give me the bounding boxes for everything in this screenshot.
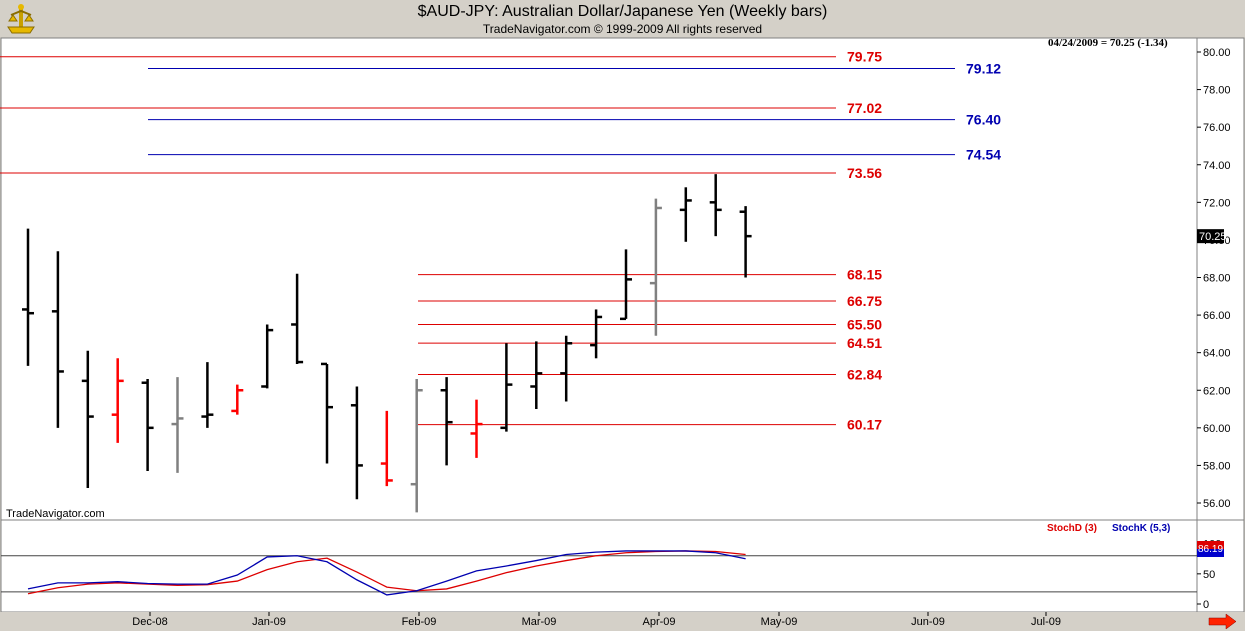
date-label: May-09 <box>761 616 798 628</box>
watermark-text: TradeNavigator.com <box>6 508 105 520</box>
level-label: 62.84 <box>847 366 882 382</box>
stoch-badge-box-d <box>1197 541 1224 549</box>
date-label: Jul-09 <box>1031 616 1061 628</box>
price-tick-label: 66.00 <box>1203 310 1231 322</box>
date-labels: Dec-08 Jan-09 Feb-09 Mar-09 Apr-09 May-09 Jun-… <box>132 612 1061 628</box>
price-tick-label: 58.00 <box>1203 460 1231 472</box>
last-price-badge-label: 70.25 <box>1199 231 1227 243</box>
stoch-tick-label: 50 <box>1203 569 1215 581</box>
price-tick-label: 64.00 <box>1203 348 1231 360</box>
price-tick-label: 56.00 <box>1203 498 1231 510</box>
price-tick-label: 78.00 <box>1203 85 1231 97</box>
level-label: 76.40 <box>966 112 1001 128</box>
level-label: 79.12 <box>966 61 1001 77</box>
ohlc-bars <box>22 174 752 513</box>
level-lines: 79.75 79.12 77.02 76.40 74.54 73.56 68.15 66.75… <box>0 49 1001 433</box>
price-axis <box>1196 37 1245 521</box>
price-tick-label: 68.00 <box>1203 273 1231 285</box>
chart-subtitle: TradeNavigator.com © 1999-2009 All right… <box>482 22 763 36</box>
chart-header: $AUD-JPY: Australian Dollar/Japanese Yen… <box>0 0 1245 38</box>
scroll-right-button[interactable] <box>1206 613 1238 630</box>
stoch-k-legend: StochK (5,3) <box>1112 523 1170 534</box>
date-label: Apr-09 <box>642 616 675 628</box>
level-label: 64.51 <box>847 335 882 351</box>
last-price-info: 04/24/2009 = 70.25 (-1.34) <box>1048 37 1168 49</box>
price-tick-label: 80.00 <box>1203 47 1231 59</box>
level-label: 73.56 <box>847 165 882 181</box>
stoch-badge: 86.19 <box>1197 541 1224 557</box>
trade-navigator-logo-icon <box>7 4 35 34</box>
level-label: 66.75 <box>847 293 882 309</box>
price-panel <box>0 37 1198 521</box>
price-tick-label: 72.00 <box>1203 197 1231 209</box>
level-label: 60.17 <box>847 417 882 433</box>
level-label: 77.02 <box>847 100 882 116</box>
chart-title: $AUD-JPY: Australian Dollar/Japanese Yen… <box>417 3 828 20</box>
arrow-right-icon[interactable] <box>1208 613 1237 630</box>
level-label: 79.75 <box>847 49 882 65</box>
date-label: Jan-09 <box>252 616 286 628</box>
date-axis <box>0 612 1245 631</box>
date-label: Mar-09 <box>522 616 557 628</box>
stoch-panel <box>0 519 1198 613</box>
price-tick-label: 62.00 <box>1203 385 1231 397</box>
stoch-d-legend: StochD (3) <box>1047 523 1097 534</box>
date-label: Feb-09 <box>402 616 437 628</box>
date-label: Jun-09 <box>911 616 945 628</box>
price-tick-label: 60.00 <box>1203 423 1231 435</box>
stoch-badge-label: 86.19 <box>1198 544 1223 555</box>
price-tick-label: 74.00 <box>1203 160 1231 172</box>
date-label: Dec-08 <box>132 616 167 628</box>
level-label: 65.50 <box>847 316 882 332</box>
level-label: 68.15 <box>847 267 882 283</box>
price-tick-label: 76.00 <box>1203 122 1231 134</box>
stoch-tick-label: 0 <box>1203 599 1209 611</box>
level-label: 74.54 <box>966 147 1001 163</box>
last-price-badge-box <box>1197 229 1224 244</box>
stoch-k-line <box>27 550 746 596</box>
last-price-badge: 70.25 <box>1197 229 1227 244</box>
